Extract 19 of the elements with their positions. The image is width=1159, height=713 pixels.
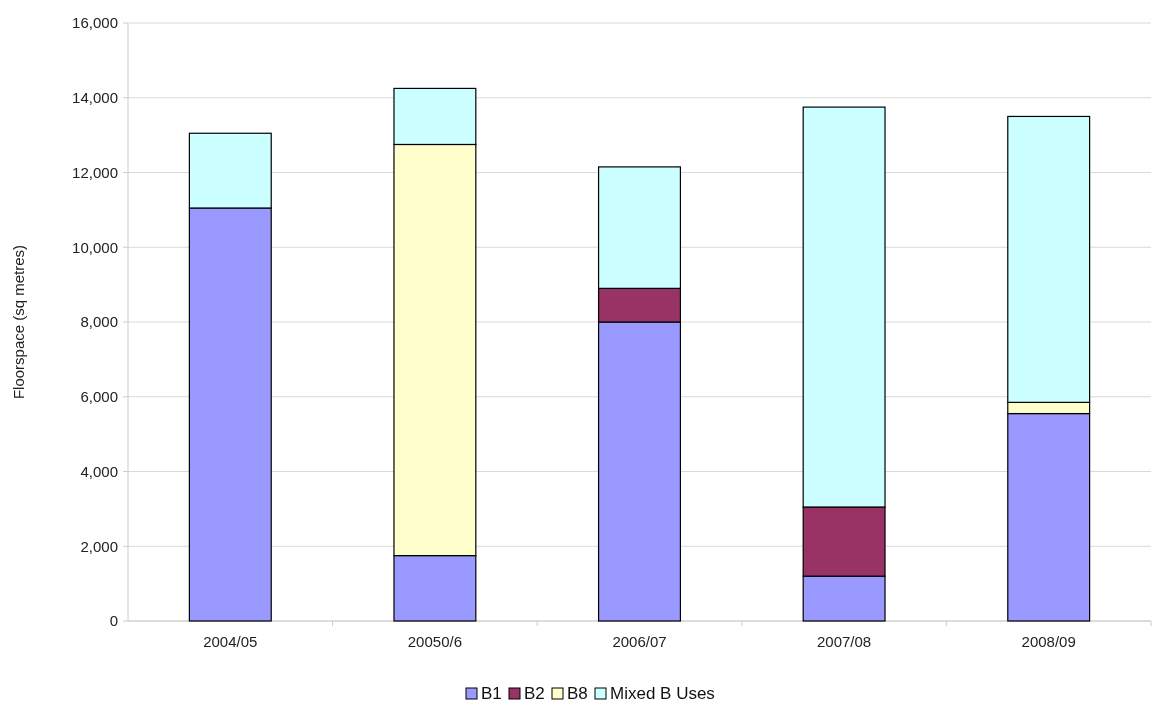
x-tick-label: 2007/08 bbox=[816, 633, 872, 650]
y-tick-label: 14,000 bbox=[72, 89, 118, 106]
y-tick-label: 10,000 bbox=[72, 238, 118, 256]
y-tick-label: 0 bbox=[109, 612, 118, 630]
y-tick-label: 6,000 bbox=[80, 388, 118, 405]
x-tick-label: 2004/05 bbox=[203, 633, 258, 650]
x-tick-label: 2006/07 bbox=[612, 633, 667, 650]
y-tick-label: 2,000 bbox=[80, 537, 118, 555]
x-tick-label: 20050/6 bbox=[407, 633, 463, 650]
legend-label: B1 bbox=[481, 684, 502, 703]
legend-label: Mixed B Uses bbox=[610, 684, 715, 703]
legend-label: B2 bbox=[524, 684, 545, 703]
legend-label: B8 bbox=[567, 684, 588, 703]
y-tick-label: 16,000 bbox=[72, 14, 118, 32]
x-tick-label: 2008/09 bbox=[1021, 633, 1076, 650]
y-axis-title: Floorspace (sq metres) bbox=[10, 244, 27, 400]
y-tick-label: 8,000 bbox=[80, 313, 118, 331]
y-tick-label: 4,000 bbox=[80, 462, 118, 480]
y-tick-label: 12,000 bbox=[72, 163, 118, 181]
